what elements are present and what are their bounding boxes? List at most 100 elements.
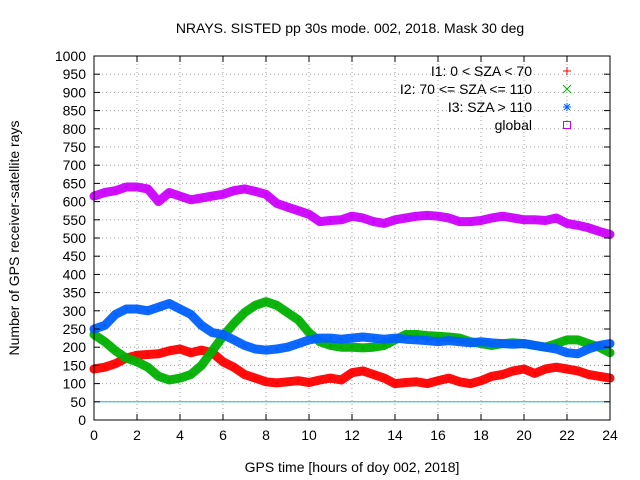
data-point xyxy=(372,373,375,376)
data-point xyxy=(490,374,494,378)
x-tick-label: 20 xyxy=(516,427,532,443)
data-point xyxy=(243,373,246,376)
legend-marker xyxy=(563,121,571,129)
data-point xyxy=(232,322,236,325)
data-point xyxy=(425,382,429,386)
y-tick-label: 750 xyxy=(63,139,87,155)
data-point xyxy=(318,378,322,382)
gridlines xyxy=(94,56,610,420)
y-tick-label: 150 xyxy=(63,357,87,373)
data-point xyxy=(350,371,354,375)
data-point xyxy=(415,380,418,384)
data-point xyxy=(146,309,150,313)
data-point xyxy=(264,192,268,196)
data-point xyxy=(458,220,461,224)
data-point xyxy=(576,352,580,356)
data-point xyxy=(210,349,214,353)
data-point xyxy=(157,200,160,204)
data-point xyxy=(286,311,289,315)
data-point xyxy=(425,213,429,217)
data-point xyxy=(210,331,214,335)
tick-labels: 0 2 4 6 8 10 12 14 16 18 20 22 240501001502002503003… xyxy=(55,48,618,443)
data-point xyxy=(415,214,418,218)
y-tick-label: 550 xyxy=(63,212,87,228)
data-point xyxy=(468,341,472,345)
data-point xyxy=(296,379,300,383)
data-point xyxy=(178,307,182,311)
y-tick-label: 400 xyxy=(63,266,87,282)
data-point xyxy=(307,381,311,384)
data-point xyxy=(447,339,451,343)
data-point xyxy=(490,341,494,345)
data-point xyxy=(103,365,107,369)
data-point xyxy=(565,367,569,371)
data-point xyxy=(501,342,504,346)
data-point xyxy=(167,302,171,305)
data-point xyxy=(329,376,332,380)
data-point xyxy=(458,340,461,344)
y-tick-label: 650 xyxy=(63,175,87,191)
data-point xyxy=(243,343,246,347)
y-tick-label: 200 xyxy=(63,339,87,355)
legend-label: global xyxy=(495,117,532,133)
data-point xyxy=(544,367,547,371)
data-point xyxy=(393,218,397,222)
data-point xyxy=(103,191,107,194)
x-tick-label: 22 xyxy=(559,427,575,443)
data-point xyxy=(522,218,526,222)
data-point xyxy=(135,360,139,364)
data-point xyxy=(587,347,590,351)
data-point xyxy=(404,216,408,220)
data-point xyxy=(544,345,547,349)
data-point xyxy=(597,374,601,378)
data-point xyxy=(576,369,580,373)
data-point xyxy=(124,307,128,311)
data-point xyxy=(264,380,268,384)
data-point xyxy=(522,342,526,346)
data-point xyxy=(264,348,268,352)
data-point xyxy=(447,216,451,220)
data-point xyxy=(565,338,569,342)
data-point xyxy=(597,229,601,233)
data-point xyxy=(425,339,429,343)
data-point xyxy=(479,379,483,383)
data-point xyxy=(415,333,418,336)
data-point xyxy=(382,376,386,380)
y-tick-label: 800 xyxy=(63,121,87,137)
data-point xyxy=(232,365,236,369)
series-layer xyxy=(89,182,615,389)
data-point xyxy=(103,340,107,344)
data-point xyxy=(361,216,365,220)
data-point xyxy=(167,191,171,194)
data-point xyxy=(382,337,386,341)
legend-marker-stroke xyxy=(563,121,571,129)
data-point xyxy=(124,185,128,189)
data-point xyxy=(221,333,225,336)
data-point xyxy=(393,336,397,340)
y-tick-label: 100 xyxy=(63,376,87,392)
x-tick-label: 6 xyxy=(219,427,227,443)
x-tick-label: 16 xyxy=(430,427,446,443)
data-point xyxy=(286,205,289,209)
data-point xyxy=(533,218,537,222)
data-point xyxy=(167,349,171,353)
data-point xyxy=(210,194,214,198)
data-point xyxy=(511,342,515,346)
x-tick-label: 4 xyxy=(176,427,184,443)
data-point xyxy=(178,194,182,198)
data-point xyxy=(339,378,343,382)
data-point xyxy=(458,380,461,384)
data-point xyxy=(350,345,354,349)
data-point xyxy=(114,349,117,353)
data-point xyxy=(339,337,343,341)
data-point xyxy=(415,338,418,342)
data-point xyxy=(479,219,483,222)
data-point xyxy=(286,345,289,349)
data-point xyxy=(275,347,279,351)
legend-marker-stroke xyxy=(563,103,571,111)
data-point xyxy=(200,323,203,327)
x-tick-label: 12 xyxy=(344,427,360,443)
data-point xyxy=(372,220,375,224)
y-tick-label: 50 xyxy=(70,394,86,410)
data-point xyxy=(243,187,246,191)
